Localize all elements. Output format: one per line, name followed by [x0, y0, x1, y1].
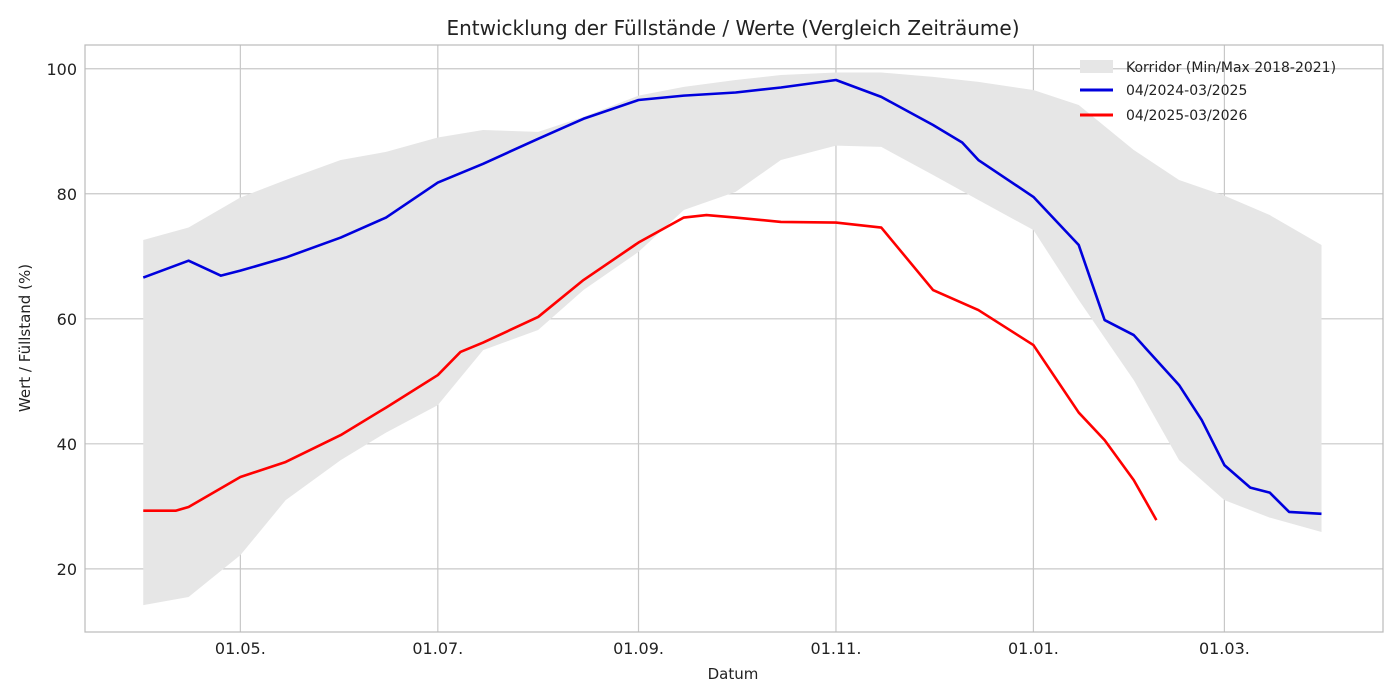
x-tick-label: 01.01.	[1008, 639, 1059, 658]
y-tick-label: 20	[57, 560, 77, 579]
y-axis-label: Wert / Füllstand (%)	[16, 264, 34, 412]
x-tick-label: 01.05.	[215, 639, 266, 658]
x-tick-label: 01.07.	[412, 639, 463, 658]
y-tick-label: 60	[57, 310, 77, 329]
chart-title: Entwicklung der Füllstände / Werte (Verg…	[446, 16, 1019, 40]
y-tick-label: 100	[46, 60, 77, 79]
x-tick-labels: 01.05. 01.07. 01.09. 01.11. 01.01. 01.03.	[215, 639, 1250, 658]
legend-label-series-1: 04/2024-03/2025	[1126, 83, 1247, 99]
x-axis-label: Datum	[708, 665, 759, 683]
legend-label-band: Korridor (Min/Max 2018-2021)	[1126, 60, 1336, 76]
band-area	[143, 72, 1322, 606]
y-tick-label: 80	[57, 185, 77, 204]
x-tick-label: 01.09.	[613, 639, 664, 658]
series-layer	[142, 78, 1322, 521]
legend-label-series-2: 04/2025-03/2026	[1126, 108, 1247, 124]
series-line-1	[142, 78, 1322, 516]
x-tick-label: 01.11.	[811, 639, 862, 658]
x-tick-label: 01.03.	[1199, 639, 1250, 658]
y-tick-labels: 20 40 60 80 100	[46, 60, 77, 579]
band-layer	[143, 72, 1322, 606]
series-line-2	[143, 213, 1158, 521]
legend: Korridor (Min/Max 2018-2021) 04/2024-03/…	[1080, 60, 1336, 124]
plot-frame	[84, 44, 1384, 633]
legend-swatch-band	[1080, 60, 1113, 73]
y-tick-label: 40	[57, 435, 77, 454]
